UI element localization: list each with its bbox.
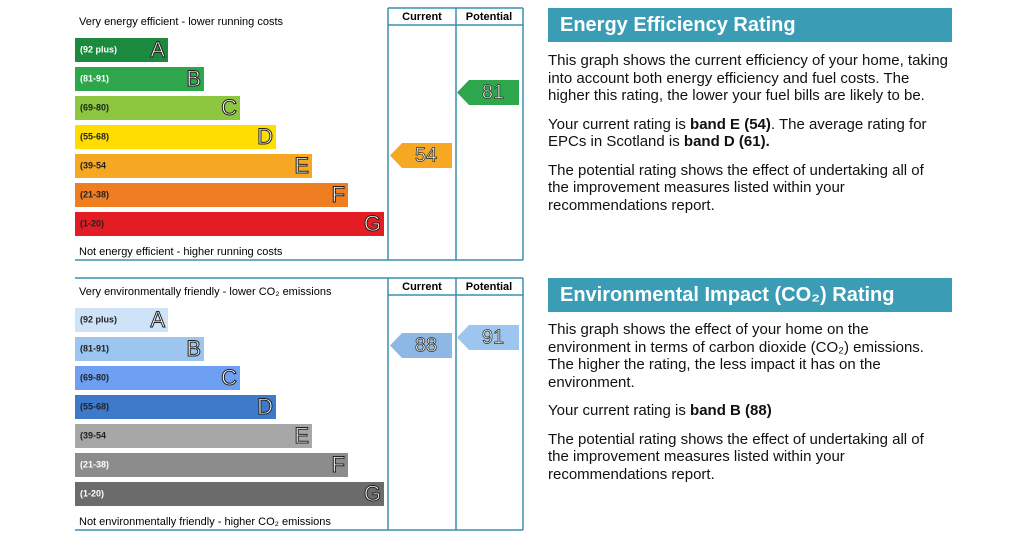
energy-text: This graph shows the current efficiency … xyxy=(548,52,948,225)
bold-text: band B (88) xyxy=(690,402,772,419)
band-bar xyxy=(75,308,168,332)
band-bar xyxy=(75,183,348,207)
text: . The average rating for EPCs in Scotlan… xyxy=(548,115,927,151)
rating-arrow xyxy=(457,325,519,350)
band-letter: C xyxy=(221,365,237,390)
band-letter: B xyxy=(186,66,201,91)
band-bar xyxy=(75,67,204,91)
band-range: (1-20) xyxy=(80,488,104,498)
bottom-note: Not environmentally friendly - higher CO… xyxy=(79,516,331,528)
top-note: Very energy efficient - lower running co… xyxy=(79,16,284,28)
band-bar xyxy=(75,337,204,361)
rating-arrow xyxy=(390,143,452,168)
band-range: (81-91) xyxy=(80,73,109,83)
band-letter: D xyxy=(257,124,273,149)
band-bar xyxy=(75,125,276,149)
column-header: Current xyxy=(402,281,442,293)
band-range: (55-68) xyxy=(80,401,109,411)
band-bar xyxy=(75,482,384,506)
band-bar xyxy=(75,96,240,120)
band-letter: C xyxy=(221,95,237,120)
band-range: (39-54 xyxy=(80,430,106,440)
paragraph: Your current rating is band E (54). The … xyxy=(548,116,948,151)
band-letter: D xyxy=(257,394,273,419)
band-range: (92 plus) xyxy=(80,314,117,324)
band-range: (92 plus) xyxy=(80,44,117,54)
bold-text: band E (54) xyxy=(690,115,771,133)
band-letter: G xyxy=(364,481,381,506)
band-bar xyxy=(75,212,384,236)
rating-value: 54 xyxy=(415,144,437,166)
column-header: Potential xyxy=(466,11,512,23)
paragraph: The potential rating shows the effect of… xyxy=(548,161,924,214)
band-bar xyxy=(75,453,348,477)
band-bar xyxy=(75,395,276,419)
band-letter: A xyxy=(150,37,165,62)
paragraph: This graph shows the current efficiency … xyxy=(548,52,948,104)
band-letter: G xyxy=(364,211,381,236)
rating-value: 81 xyxy=(482,81,504,103)
band-letter: F xyxy=(332,182,345,207)
band-bar xyxy=(75,38,168,62)
band-range: (55-68) xyxy=(80,131,109,141)
bottom-note: Not energy efficient - higher running co… xyxy=(79,246,283,258)
rating-value: 91 xyxy=(482,326,504,348)
environment-title: Environmental Impact (CO₂) Rating xyxy=(548,278,952,312)
paragraph: This graph shows the effect of your home… xyxy=(548,321,924,391)
band-bar xyxy=(75,366,240,390)
band-letter: E xyxy=(294,153,309,178)
column-header: Potential xyxy=(466,281,512,293)
band-range: (21-38) xyxy=(80,189,109,199)
band-range: (69-80) xyxy=(80,372,109,382)
rating-arrow xyxy=(390,333,452,358)
paragraph: The potential rating shows the effect of… xyxy=(548,430,924,483)
band-bar xyxy=(75,424,312,448)
column-header: Current xyxy=(402,11,442,23)
text: Your current rating is xyxy=(548,115,691,133)
band-letter: A xyxy=(150,307,165,332)
band-range: (69-80) xyxy=(80,102,109,112)
band-range: (81-91) xyxy=(80,343,109,353)
paragraph: Your current rating is band B (88) xyxy=(548,402,948,420)
band-range: (1-20) xyxy=(80,218,104,228)
band-bar xyxy=(75,154,312,178)
rating-value: 88 xyxy=(415,334,437,356)
band-range: (21-38) xyxy=(80,459,109,469)
text: Your current rating is xyxy=(548,402,691,419)
band-range: (39-54 xyxy=(80,160,106,170)
top-note: Very environmentally friendly - lower CO… xyxy=(79,286,332,298)
environment-text: This graph shows the effect of your home… xyxy=(548,321,948,494)
energy-title: Energy Efficiency Rating xyxy=(548,8,952,42)
bold-text: band D (61). xyxy=(683,133,770,150)
rating-arrow xyxy=(457,80,519,105)
band-letter: E xyxy=(294,423,309,448)
band-letter: F xyxy=(332,452,345,477)
band-letter: B xyxy=(186,336,201,361)
